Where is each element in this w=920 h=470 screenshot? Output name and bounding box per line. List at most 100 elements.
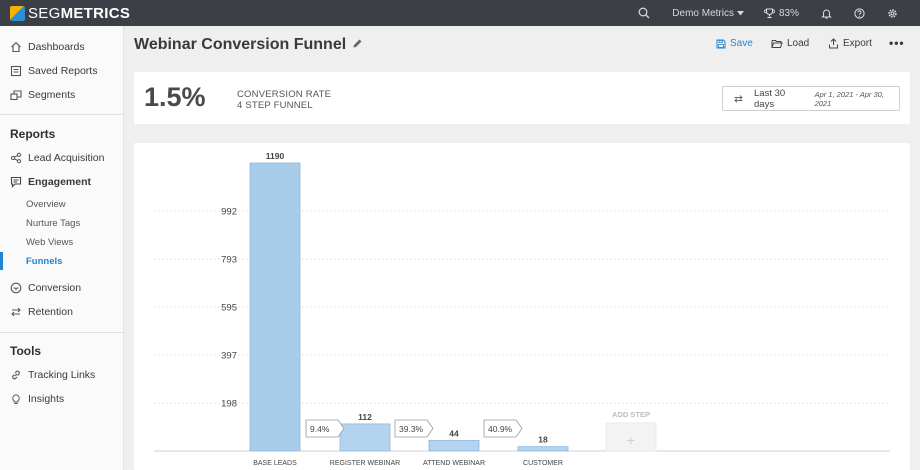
account-dropdown[interactable]: Demo Metrics bbox=[672, 8, 744, 19]
score-badge[interactable]: 83% bbox=[763, 7, 799, 19]
export-button[interactable]: Export bbox=[828, 38, 872, 49]
sidebar-item-label: Tracking Links bbox=[28, 369, 96, 381]
floppy-icon bbox=[716, 39, 726, 49]
bar-value-label: 1190 bbox=[266, 151, 285, 161]
active-indicator bbox=[0, 252, 3, 270]
export-icon bbox=[828, 38, 839, 49]
funnel-bar bbox=[517, 446, 569, 452]
sidebar-subitem-overview[interactable]: Overview bbox=[26, 199, 66, 210]
save-label: Save bbox=[730, 38, 753, 49]
save-button[interactable]: Save bbox=[716, 38, 753, 49]
sidebar-divider bbox=[0, 332, 124, 333]
step-rate-label: 40.9% bbox=[488, 424, 513, 434]
segments-icon bbox=[10, 89, 22, 101]
date-range-picker[interactable]: Last 30 days Apr 1, 2021 - Apr 30, 2021 bbox=[722, 86, 900, 111]
y-tick-label: 793 bbox=[221, 255, 237, 266]
sidebar-item-label: Insights bbox=[28, 393, 65, 405]
sidebar-item-label: Retention bbox=[28, 306, 73, 318]
bar-value-label: 18 bbox=[538, 435, 548, 445]
date-range-dates: Apr 1, 2021 - Apr 30, 2021 bbox=[814, 89, 884, 108]
sidebar-item-label: Segments bbox=[28, 89, 76, 101]
step-rate-badge bbox=[483, 419, 523, 438]
category-label: BASE LEADS bbox=[253, 460, 297, 467]
sidebar-item-segments[interactable]: Segments bbox=[10, 89, 75, 101]
sidebar-item-saved-reports[interactable]: Saved Reports bbox=[10, 65, 97, 77]
retention-icon bbox=[10, 306, 22, 318]
add-step-label: ADD STEP bbox=[612, 410, 650, 419]
step-rate-badge bbox=[305, 419, 345, 438]
export-label: Export bbox=[843, 38, 872, 49]
chart-card: 198 397 595 793 992 1190 BASE LEADS 112 REGISTER… bbox=[134, 143, 910, 470]
sidebar-item-conversion[interactable]: Conversion bbox=[10, 282, 81, 294]
sidebar-item-label: Conversion bbox=[28, 282, 82, 294]
logo[interactable]: SEGMETRICS bbox=[10, 0, 130, 26]
step-rate-label: 9.4% bbox=[310, 424, 330, 434]
bar-value-label: 112 bbox=[358, 412, 372, 422]
sidebar-item-label: Engagement bbox=[28, 176, 92, 188]
folder-open-icon bbox=[771, 39, 783, 49]
logo-mark-icon bbox=[10, 5, 25, 21]
sidebar-subitem-funnels[interactable]: Funnels bbox=[26, 256, 63, 267]
chat-icon bbox=[10, 176, 22, 188]
category-label: ATTEND WEBINAR bbox=[423, 460, 485, 467]
gear-icon[interactable] bbox=[887, 8, 898, 19]
home-icon bbox=[10, 41, 22, 53]
funnel-steps-label: 4 STEP FUNNEL bbox=[237, 100, 313, 111]
sidebar-item-retention[interactable]: Retention bbox=[10, 306, 73, 318]
link-icon bbox=[10, 369, 22, 381]
trophy-icon bbox=[763, 7, 775, 18]
sidebar-subitem-web-views[interactable]: Web Views bbox=[26, 237, 74, 248]
y-tick-label: 397 bbox=[221, 350, 237, 361]
step-rate-label: 39.3% bbox=[399, 424, 424, 434]
sidebar-item-label: Dashboards bbox=[28, 41, 85, 53]
account-name: Demo Metrics bbox=[672, 7, 734, 19]
sidebar-item-engagement[interactable]: Engagement bbox=[10, 176, 91, 188]
top-bar: SEGMETRICS Demo Metrics 83% bbox=[0, 0, 920, 26]
share-nodes-icon bbox=[10, 152, 22, 164]
logo-text: SEGMETRICS bbox=[28, 4, 131, 22]
conversion-rate-value: 1.5% bbox=[144, 82, 206, 112]
date-range-label: Last 30 days bbox=[754, 87, 786, 110]
add-step-plus-icon: + bbox=[627, 432, 635, 448]
bell-icon[interactable] bbox=[821, 8, 832, 19]
refresh-arrows-icon bbox=[733, 94, 744, 104]
sidebar-item-label: Lead Acquisition bbox=[28, 152, 105, 164]
kpi-card: 1.5% CONVERSION RATE 4 STEP FUNNEL Last … bbox=[134, 72, 910, 124]
sidebar: Dashboards Saved Reports Segments Report… bbox=[0, 26, 124, 470]
more-options-button[interactable]: ••• bbox=[889, 36, 905, 50]
bar-value-label: 44 bbox=[449, 428, 459, 438]
sidebar-item-lead-acquisition[interactable]: Lead Acquisition bbox=[10, 152, 104, 164]
sidebar-item-insights[interactable]: Insights bbox=[10, 393, 64, 405]
sidebar-item-dashboards[interactable]: Dashboards bbox=[10, 41, 85, 53]
sidebar-section-tools: Tools bbox=[10, 344, 42, 358]
inbox-icon bbox=[10, 282, 22, 294]
search-icon[interactable] bbox=[638, 7, 650, 19]
sidebar-section-reports: Reports bbox=[10, 127, 56, 141]
sidebar-subitem-nurture-tags[interactable]: Nurture Tags bbox=[26, 218, 81, 229]
funnel-bar bbox=[249, 162, 301, 452]
load-label: Load bbox=[787, 38, 810, 49]
load-button[interactable]: Load bbox=[771, 38, 809, 49]
sidebar-divider bbox=[0, 114, 124, 115]
y-tick-label: 198 bbox=[221, 399, 237, 410]
edit-pencil-icon[interactable] bbox=[352, 36, 363, 54]
page-title: Webinar Conversion Funnel bbox=[134, 36, 363, 54]
y-tick-label: 992 bbox=[221, 206, 237, 217]
step-rate-badge bbox=[394, 419, 434, 438]
conversion-rate-label: CONVERSION RATE bbox=[237, 89, 332, 100]
add-step-button[interactable] bbox=[605, 422, 657, 452]
sidebar-item-tracking-links[interactable]: Tracking Links bbox=[10, 369, 95, 381]
y-tick-label: 595 bbox=[221, 303, 237, 314]
funnel-bar bbox=[428, 439, 480, 452]
funnel-chart: 198 397 595 793 992 1190 BASE LEADS 112 REGISTER… bbox=[154, 151, 890, 467]
page-title-text: Webinar Conversion Funnel bbox=[134, 36, 347, 53]
saved-reports-icon bbox=[10, 65, 22, 77]
category-label: CUSTOMER bbox=[523, 460, 563, 467]
category-label: REGISTER WEBINAR bbox=[330, 460, 400, 467]
help-icon[interactable] bbox=[854, 7, 865, 19]
score-value: 83% bbox=[778, 7, 799, 19]
caret-down-icon bbox=[736, 10, 744, 15]
sidebar-item-label: Saved Reports bbox=[28, 65, 98, 77]
funnel-bar bbox=[339, 423, 391, 452]
lightbulb-icon bbox=[10, 393, 22, 405]
